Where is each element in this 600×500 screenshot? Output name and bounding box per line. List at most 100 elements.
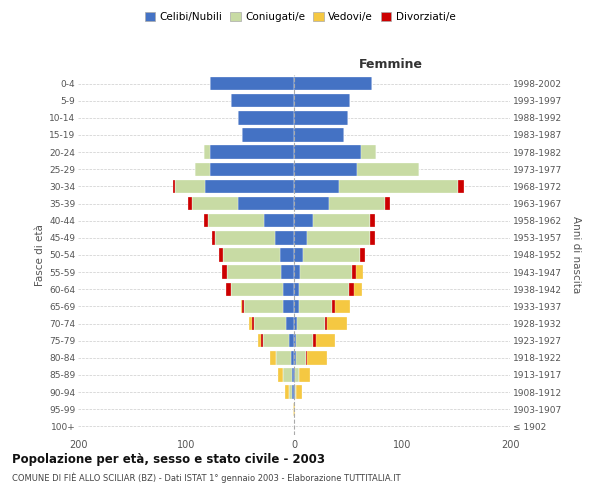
Bar <box>360 248 365 262</box>
Bar <box>356 162 419 176</box>
Bar <box>458 180 461 193</box>
Bar <box>215 231 275 244</box>
Bar <box>313 214 370 228</box>
Bar <box>325 317 328 330</box>
Bar <box>259 334 263 347</box>
Bar <box>227 266 281 279</box>
Bar <box>294 317 297 330</box>
Bar <box>385 197 390 210</box>
Bar <box>275 231 294 244</box>
Bar <box>299 368 310 382</box>
Bar <box>295 368 299 382</box>
Bar <box>294 128 344 141</box>
Bar <box>270 351 275 364</box>
Bar <box>286 317 294 330</box>
Bar <box>370 231 375 244</box>
Bar <box>283 368 292 382</box>
Bar <box>294 368 295 382</box>
Bar <box>278 368 283 382</box>
Bar <box>214 231 215 244</box>
Bar <box>173 180 175 193</box>
Bar <box>254 317 286 330</box>
Bar <box>229 282 232 296</box>
Bar <box>212 231 215 244</box>
Bar <box>295 386 296 399</box>
Bar <box>242 128 294 141</box>
Bar <box>244 300 283 313</box>
Bar <box>210 146 294 159</box>
Bar <box>325 317 347 330</box>
Bar <box>299 300 332 313</box>
Bar <box>349 282 355 296</box>
Bar <box>360 248 365 262</box>
Bar <box>289 386 292 399</box>
Y-axis label: Fasce di età: Fasce di età <box>35 224 45 286</box>
Bar <box>205 180 294 193</box>
Bar <box>352 266 356 279</box>
Bar <box>294 266 301 279</box>
Bar <box>302 248 360 262</box>
Bar <box>361 146 376 159</box>
Bar <box>225 266 227 279</box>
Bar <box>226 282 232 296</box>
Bar <box>205 146 210 159</box>
Bar <box>294 282 299 296</box>
Bar <box>294 386 295 399</box>
Bar <box>281 266 294 279</box>
Bar <box>329 197 385 210</box>
Bar <box>221 266 227 279</box>
Bar <box>297 317 325 330</box>
Bar <box>370 214 375 228</box>
Bar <box>232 94 294 108</box>
Bar <box>458 180 464 193</box>
Bar <box>283 300 294 313</box>
Bar <box>221 248 223 262</box>
Y-axis label: Anni di nascita: Anni di nascita <box>571 216 581 294</box>
Bar <box>238 111 294 124</box>
Bar <box>292 386 294 399</box>
Bar <box>294 146 361 159</box>
Bar <box>210 77 294 90</box>
Bar <box>210 162 294 176</box>
Bar <box>294 180 340 193</box>
Text: Femmine: Femmine <box>359 58 423 71</box>
Bar <box>296 334 313 347</box>
Bar <box>313 334 316 347</box>
Bar <box>294 162 356 176</box>
Bar <box>263 334 289 347</box>
Bar <box>292 368 294 382</box>
Bar <box>293 402 294 416</box>
Bar <box>275 351 291 364</box>
Bar <box>291 351 294 364</box>
Bar <box>306 351 307 364</box>
Bar <box>301 266 352 279</box>
Bar <box>294 111 348 124</box>
Bar <box>313 334 335 347</box>
Bar <box>306 351 328 364</box>
Text: Popolazione per età, sesso e stato civile - 2003: Popolazione per età, sesso e stato civil… <box>12 452 325 466</box>
Bar <box>296 386 302 399</box>
Bar <box>352 266 363 279</box>
Bar <box>294 214 313 228</box>
Bar <box>289 334 294 347</box>
Bar <box>248 317 254 330</box>
Bar <box>208 214 264 228</box>
Bar <box>294 334 296 347</box>
Bar <box>294 248 302 262</box>
Bar <box>220 248 223 262</box>
Bar <box>260 334 263 347</box>
Bar <box>175 180 205 193</box>
Bar <box>252 317 254 330</box>
Bar <box>280 248 294 262</box>
Bar <box>340 180 458 193</box>
Bar <box>223 248 280 262</box>
Bar <box>294 402 295 416</box>
Bar <box>307 231 370 244</box>
Bar <box>299 282 349 296</box>
Bar <box>370 214 373 228</box>
Text: COMUNE DI FIÈ ALLO SCILIAR (BZ) - Dati ISTAT 1° gennaio 2003 - Elaborazione TUTT: COMUNE DI FIÈ ALLO SCILIAR (BZ) - Dati I… <box>12 472 401 483</box>
Bar <box>283 282 294 296</box>
Bar <box>294 94 350 108</box>
Bar <box>294 351 296 364</box>
Bar <box>294 300 299 313</box>
